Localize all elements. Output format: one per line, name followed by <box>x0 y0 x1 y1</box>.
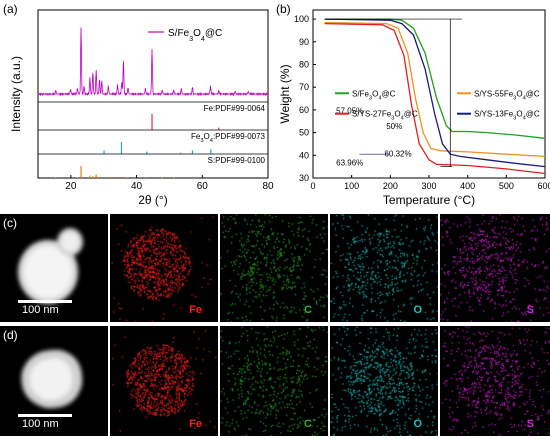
tga-y-tick-label: 80 <box>299 59 309 69</box>
eds-map-label: S <box>526 304 534 316</box>
tga-y-tick-label: 90 <box>299 37 309 47</box>
tga-annotation: 60.32% <box>384 149 411 158</box>
eds-map-o: O <box>330 214 438 322</box>
eds-map-canvas <box>220 214 328 322</box>
tga-y-axis-label: Weight (%) <box>278 64 292 123</box>
xrd-y-axis-label: Intensity (a.u.) <box>9 56 23 132</box>
tga-y-tick-label: 70 <box>299 82 309 92</box>
tga-legend-label: S/YS-13Fe3O4@C <box>474 110 540 122</box>
eds-map-fe: Fe <box>110 326 218 436</box>
eds-map-label: S <box>526 418 534 430</box>
tga-legend-label: S/YS-27Fe3O4@C <box>352 110 418 122</box>
panel-label-d: (d) <box>3 328 18 342</box>
xrd-series-line <box>37 27 269 97</box>
eds-map-s: S <box>440 214 550 322</box>
tga-y-tick-label: 40 <box>299 150 309 160</box>
eds-map-s: S <box>440 326 550 436</box>
micrograph-row-d: (d) 100 nm Fe C O S <box>0 326 550 436</box>
eds-map-fe: Fe <box>110 214 218 322</box>
eds-map-canvas <box>330 214 438 322</box>
panel-label-a: (a) <box>3 2 18 16</box>
tga-y-tick-label: 60 <box>299 105 309 115</box>
xrd-x-tick-label: 20 <box>65 181 77 192</box>
stem-particle <box>21 349 83 409</box>
xrd-ref-label: Fe3O4:PDF#99-0073 <box>191 132 266 144</box>
xrd-ref-label: S:PDF#99-0100 <box>208 156 266 165</box>
scale-bar <box>18 414 72 417</box>
stem-image <box>0 326 108 436</box>
tga-x-tick-label: 0 <box>310 181 315 191</box>
eds-map-canvas <box>220 326 328 436</box>
tga-y-tick-label: 100 <box>294 14 309 24</box>
eds-map-o: O <box>330 326 438 436</box>
panel-label-c: (c) <box>3 216 17 230</box>
tga-x-axis-label: Temperature (°C) <box>383 193 475 207</box>
tga-legend-label: S/YS-55Fe3O4@C <box>474 89 540 101</box>
xrd-ref-label: Fe:PDF#99-0064 <box>204 104 266 113</box>
tga-annotation: 63.96% <box>336 159 363 168</box>
eds-map-label: O <box>413 418 422 430</box>
tga-y-tick-label: 30 <box>299 173 309 183</box>
tga-series-0 <box>324 18 546 139</box>
tga-series-2 <box>324 22 546 175</box>
xrd-x-tick-label: 60 <box>197 181 209 192</box>
eds-map-label: C <box>304 304 312 316</box>
tga-series-1 <box>324 21 546 158</box>
stem-particle <box>18 228 83 304</box>
tga-x-tick-label: 200 <box>383 181 398 191</box>
xrd-legend-label: S/Fe3O4@C <box>168 28 222 43</box>
xrd-x-tick-label: 80 <box>262 181 274 192</box>
eds-map-label: Fe <box>189 304 202 316</box>
eds-map-canvas <box>440 214 550 322</box>
eds-map-label: Fe <box>189 418 202 430</box>
scale-bar-label: 100 nm <box>22 418 59 430</box>
xrd-x-tick-label: 40 <box>131 181 143 192</box>
tga-legend-label: S/Fe3O4@C <box>352 89 396 101</box>
eds-map-canvas <box>440 326 550 436</box>
eds-map-label: C <box>304 418 312 430</box>
tga-annotation: 50% <box>386 122 402 131</box>
xrd-x-axis-label: 2θ (°) <box>138 193 167 207</box>
eds-map-canvas <box>330 326 438 436</box>
stem-image <box>0 214 108 322</box>
scale-bar <box>18 300 72 303</box>
eds-map-c: C <box>220 214 328 322</box>
tga-y-tick-label: 50 <box>299 128 309 138</box>
xrd-chart: S/Fe3O4@C Fe:PDF#99-0064 Fe3O4:PDF#99-0073… <box>9 9 274 207</box>
tga-x-tick-label: 400 <box>460 181 475 191</box>
eds-map-canvas <box>110 214 218 322</box>
panel-label-b: (b) <box>276 2 291 16</box>
tga-series-3 <box>324 18 546 168</box>
micrograph-row-c: (c) 100 nm Fe C O S <box>0 214 550 322</box>
eds-map-label: O <box>413 304 422 316</box>
tga-x-tick-label: 500 <box>499 181 514 191</box>
eds-map-c: C <box>220 326 328 436</box>
tga-annotation: 57.05% <box>336 106 363 115</box>
tga-x-tick-label: 300 <box>421 181 436 191</box>
eds-map-canvas <box>110 326 218 436</box>
tga-x-tick-label: 100 <box>344 181 359 191</box>
tga-x-tick-label: 600 <box>537 181 550 191</box>
tga-chart: 50% 57.05% 60.32% 63.96% S/Fe3O4@C S/YS-55Fe3… <box>278 9 550 207</box>
scale-bar-label: 100 nm <box>22 304 59 316</box>
